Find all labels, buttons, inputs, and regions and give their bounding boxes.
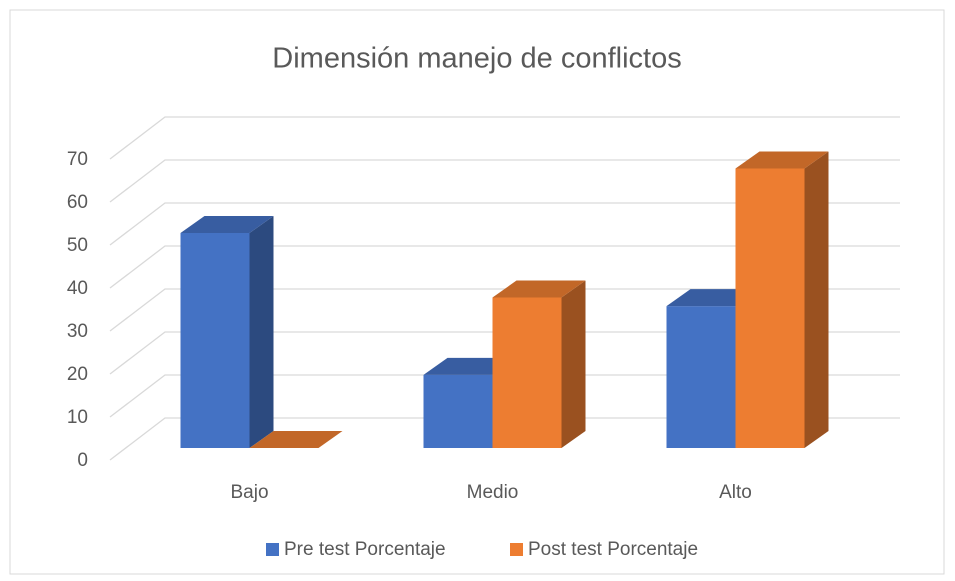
grid-line bbox=[109, 202, 900, 246]
bar-side bbox=[804, 151, 829, 448]
bar-top bbox=[180, 216, 274, 233]
grid-line bbox=[109, 159, 900, 203]
bar-front bbox=[735, 168, 805, 448]
y-tick-label: 60 bbox=[67, 192, 88, 213]
grid-line bbox=[109, 116, 900, 160]
bar-side bbox=[249, 216, 274, 448]
x-tick-label: Bajo bbox=[230, 482, 268, 503]
legend-swatch bbox=[266, 543, 279, 556]
bar-top bbox=[249, 431, 343, 448]
bar bbox=[249, 431, 343, 448]
y-tick-label: 70 bbox=[67, 149, 88, 170]
x-tick-label: Alto bbox=[719, 482, 752, 503]
x-tick-label: Medio bbox=[467, 482, 519, 503]
bar-front bbox=[423, 374, 493, 448]
bar-front bbox=[180, 233, 250, 448]
y-tick-label: 20 bbox=[67, 364, 88, 385]
grid-line bbox=[109, 245, 900, 289]
grid-line bbox=[109, 331, 900, 375]
legend-label: Pre test Porcentaje bbox=[284, 539, 446, 560]
grid-line bbox=[109, 374, 900, 418]
bar-top bbox=[492, 280, 586, 298]
grid-line bbox=[109, 288, 900, 332]
y-tick-label: 50 bbox=[67, 235, 88, 256]
bar bbox=[735, 151, 829, 448]
bar-front bbox=[666, 306, 736, 448]
y-tick-label: 10 bbox=[67, 407, 88, 428]
legend-swatch bbox=[510, 543, 523, 556]
grid-line bbox=[109, 417, 900, 461]
bar bbox=[492, 280, 586, 448]
bar-front bbox=[492, 297, 562, 448]
chart-title: Dimensión manejo de conflictos bbox=[272, 43, 681, 75]
bar-top bbox=[735, 151, 829, 169]
y-tick-label: 0 bbox=[77, 450, 88, 471]
legend-label: Post test Porcentaje bbox=[528, 539, 698, 560]
y-tick-label: 40 bbox=[67, 278, 88, 299]
y-tick-label: 30 bbox=[67, 321, 88, 342]
bar bbox=[180, 216, 274, 448]
bar-side bbox=[561, 280, 586, 448]
